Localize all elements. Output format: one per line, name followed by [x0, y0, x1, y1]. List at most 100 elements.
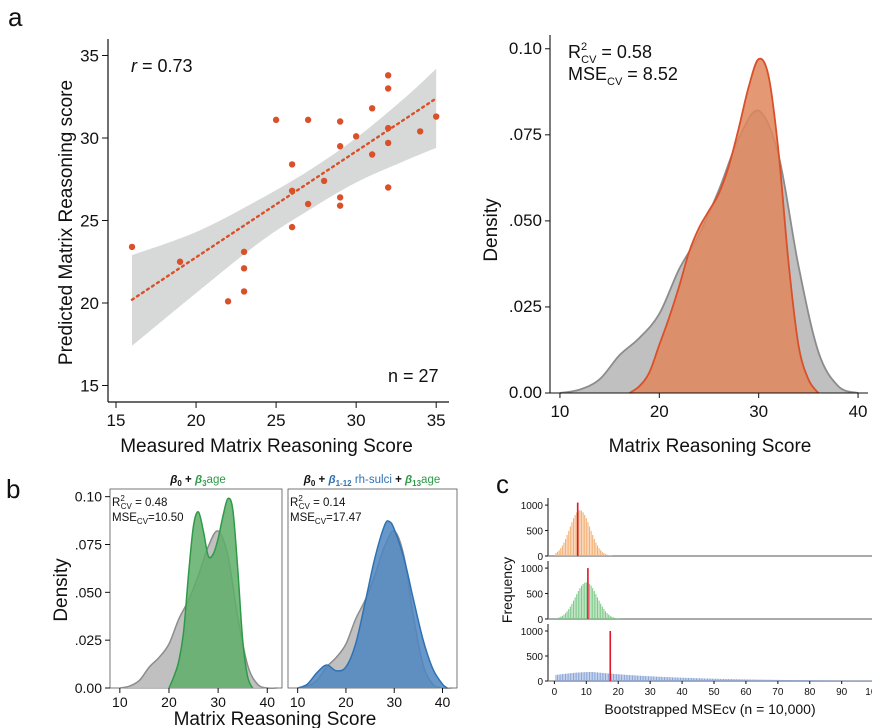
- r2-value: = 0.14: [310, 497, 346, 509]
- x-tick-label: 40: [435, 694, 451, 710]
- r2-value: = 0.58: [596, 42, 652, 62]
- histogram-bar: [617, 674, 619, 681]
- histogram-bar: [565, 613, 567, 619]
- histogram-bar: [783, 679, 785, 681]
- x-tick-label: 20: [338, 694, 354, 710]
- data-point: [320, 177, 328, 185]
- predicted-density-area: [297, 520, 448, 688]
- histogram-bar: [785, 679, 787, 681]
- term: rh-sulci: [352, 474, 392, 486]
- histogram-bar: [646, 676, 648, 681]
- y-tick-label: .025: [75, 632, 102, 648]
- x-tick-label: 20: [187, 411, 206, 430]
- histogram-bar: [715, 678, 717, 681]
- x-tick-label: 100: [865, 687, 872, 698]
- beta0: β: [169, 474, 177, 486]
- histogram-1: 0 500 1000: [521, 498, 872, 563]
- histogram-bar: [723, 678, 725, 681]
- y-tick-label: 0.10: [75, 489, 102, 505]
- histogram-bar: [775, 679, 777, 681]
- x-tick-label: 70: [772, 687, 784, 698]
- histogram-bar: [694, 678, 696, 681]
- y-tick-label: 1000: [521, 501, 544, 512]
- histogram-bar: [614, 673, 616, 681]
- x-tick-label: 80: [804, 687, 816, 698]
- histogram-bar: [596, 597, 599, 619]
- data-point: [336, 143, 344, 150]
- y-axis-title: Frequency: [499, 557, 515, 623]
- histogram-bar: [582, 672, 584, 681]
- histogram-bar: [632, 675, 634, 681]
- data-point: [432, 113, 440, 120]
- histogram-bar: [576, 512, 578, 556]
- histogram-bar: [756, 679, 758, 681]
- histogram-bar: [609, 555, 611, 556]
- predicted-density-curve: [628, 57, 820, 394]
- histogram-bar: [684, 677, 686, 681]
- histogram-bar: [655, 676, 658, 681]
- density-plot-main: 10 20 30 40 0.00 .025 .050 .075 0.10 Matrix Reaso…: [481, 35, 868, 457]
- histogram-bar: [558, 674, 560, 681]
- r2-sub: CV: [581, 54, 597, 66]
- histogram-bar: [665, 677, 667, 681]
- histogram-bar: [555, 674, 557, 681]
- histogram-bar: [711, 678, 713, 681]
- histogram-bar: [592, 588, 594, 619]
- histogram-bar: [769, 679, 771, 681]
- histogram-bar: [681, 677, 683, 681]
- histogram-bar: [571, 522, 573, 556]
- r2-sup: 2: [120, 494, 125, 503]
- histogram-bar: [849, 680, 851, 681]
- histogram-bar: [821, 680, 824, 681]
- histogram-bar: [777, 679, 779, 681]
- histogram-bar: [823, 680, 825, 681]
- histogram-bar: [641, 675, 643, 681]
- confidence-ribbon: [132, 68, 437, 346]
- histogram-bar: [727, 679, 729, 681]
- histogram-bar: [750, 679, 752, 681]
- histogram-bar: [612, 617, 614, 619]
- x-tick-label: 30: [210, 694, 226, 710]
- x-tick-label: 40: [259, 694, 275, 710]
- histogram-bar: [745, 679, 747, 681]
- y-tick-label: 25: [80, 212, 99, 231]
- histogram-bar: [560, 674, 562, 681]
- histogram-bar: [679, 677, 682, 681]
- histogram-bar: [837, 680, 840, 681]
- histogram-bar: [774, 679, 776, 681]
- histogram-bar: [571, 673, 573, 681]
- histogram-bar: [588, 526, 591, 556]
- histogram-bar: [587, 522, 589, 556]
- histogram-bar: [724, 678, 726, 681]
- histogram-bar: [596, 545, 599, 556]
- data-point: [368, 151, 376, 158]
- histogram-bar: [721, 678, 723, 681]
- histogram-bar: [572, 672, 575, 681]
- x-tick-label: 20: [613, 687, 625, 698]
- data-point: [128, 243, 136, 251]
- histogram-bar: [603, 673, 605, 681]
- histogram-bar: [692, 678, 694, 681]
- histogram-bar: [686, 677, 688, 681]
- histogram-bar: [780, 679, 782, 681]
- histogram-bar: [729, 679, 731, 681]
- histogram-bar: [606, 673, 608, 681]
- histogram-bar: [598, 600, 600, 619]
- y-tick-label: 0.00: [509, 383, 542, 402]
- histogram-bar: [695, 678, 697, 681]
- histogram-bar: [799, 680, 801, 681]
- histogram-bar: [590, 672, 592, 681]
- histogram-bar: [703, 678, 705, 681]
- beta0: β: [303, 474, 311, 486]
- histogram-bar: [566, 535, 568, 556]
- histogram-bar: [622, 674, 624, 681]
- histogram-bar: [814, 680, 816, 681]
- histogram-bar: [625, 674, 627, 681]
- histogram-bar: [726, 678, 728, 681]
- histogram-bar: [566, 611, 568, 619]
- histogram-bar: [683, 677, 685, 681]
- x-tick-label: 40: [849, 402, 868, 421]
- histogram-bar: [604, 553, 607, 556]
